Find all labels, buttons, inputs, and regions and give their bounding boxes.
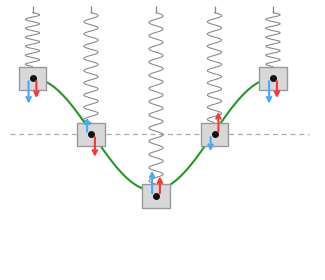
Bar [201,123,228,146]
Bar [142,184,170,208]
Bar [259,67,287,90]
Bar [19,67,46,90]
Bar [77,123,105,146]
